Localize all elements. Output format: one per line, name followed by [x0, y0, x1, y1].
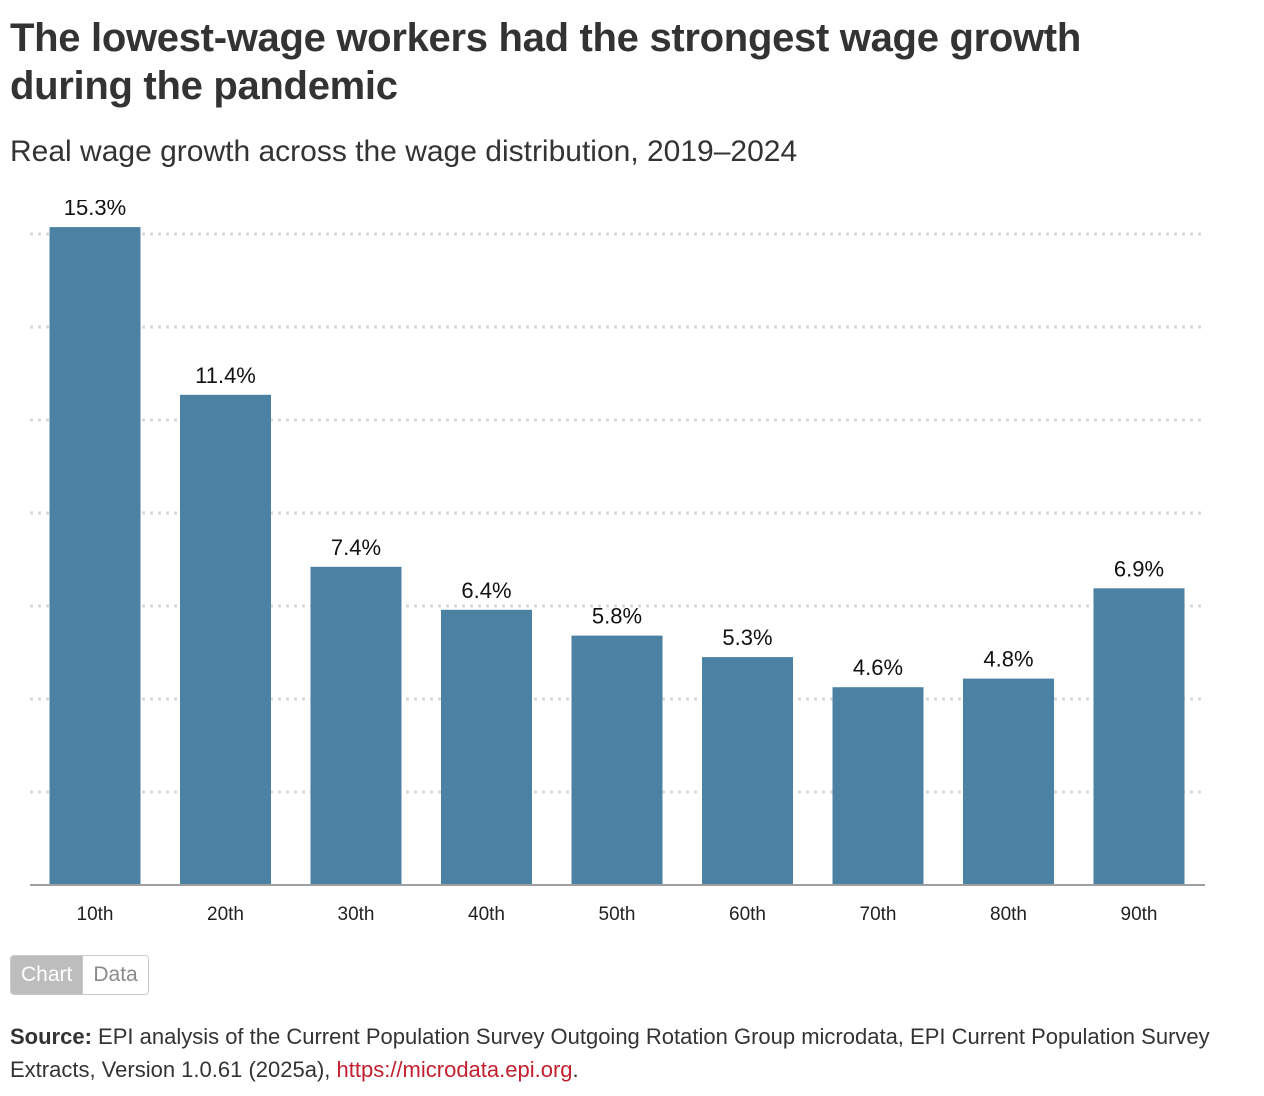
- bar-40th[interactable]: [441, 609, 532, 885]
- source-text: EPI analysis of the Current Population S…: [10, 1024, 1210, 1082]
- chart-title: The lowest-wage workers had the stronges…: [10, 16, 1081, 108]
- chart-data-toggle[interactable]: Chart Data: [10, 955, 149, 995]
- bar-90th[interactable]: [1093, 588, 1185, 885]
- chart-toggle-button[interactable]: Chart: [11, 956, 83, 994]
- source-end: .: [572, 1057, 579, 1082]
- bar-10th[interactable]: [49, 227, 141, 886]
- source-label: Source:: [10, 1024, 92, 1049]
- bar-80th[interactable]: [963, 678, 1054, 885]
- bar-50th[interactable]: [571, 635, 663, 885]
- data-label-10th: 15.3%: [64, 200, 126, 220]
- data-label-60th: 5.3%: [722, 625, 772, 650]
- bar-20th[interactable]: [180, 394, 271, 885]
- x-tick-10th: 10th: [77, 904, 114, 925]
- source-link[interactable]: https://microdata.epi.org: [336, 1057, 573, 1082]
- x-tick-30th: 30th: [338, 904, 375, 925]
- data-label-90th: 6.9%: [1114, 556, 1164, 581]
- bar-chart: 15.3% 11.4% 7.4% 6.4% 5.8% 5.3% 4.6% 4.8% 6.9% 1…: [30, 200, 1205, 925]
- data-label-80th: 4.8%: [983, 647, 1033, 672]
- data-label-30th: 7.4%: [331, 535, 381, 560]
- x-tick-50th: 50th: [599, 904, 636, 925]
- bar-60th[interactable]: [702, 657, 793, 885]
- x-tick-80th: 80th: [990, 904, 1027, 925]
- x-tick-60th: 60th: [729, 904, 766, 925]
- x-tick-40th: 40th: [468, 904, 505, 925]
- bar-30th[interactable]: [310, 566, 402, 885]
- data-label-50th: 5.8%: [592, 604, 642, 629]
- x-tick-70th: 70th: [860, 904, 897, 925]
- source-note: Source: EPI analysis of the Current Popu…: [10, 1020, 1210, 1086]
- data-label-70th: 4.6%: [853, 655, 903, 680]
- x-tick-90th: 90th: [1121, 904, 1158, 925]
- x-tick-20th: 20th: [207, 904, 244, 925]
- x-axis-tick-labels: 10th 20th 30th 40th 50th 60th 70th 80th 90th: [77, 904, 1158, 925]
- chart-subtitle: Real wage growth across the wage distrib…: [10, 135, 798, 168]
- bar-70th[interactable]: [832, 687, 924, 885]
- data-label-20th: 11.4%: [195, 363, 256, 388]
- data-label-40th: 6.4%: [461, 578, 511, 603]
- data-labels: 15.3% 11.4% 7.4% 6.4% 5.8% 5.3% 4.6% 4.8% 6.9%: [64, 200, 1164, 680]
- data-toggle-button[interactable]: Data: [82, 956, 148, 994]
- bars: [49, 227, 1185, 886]
